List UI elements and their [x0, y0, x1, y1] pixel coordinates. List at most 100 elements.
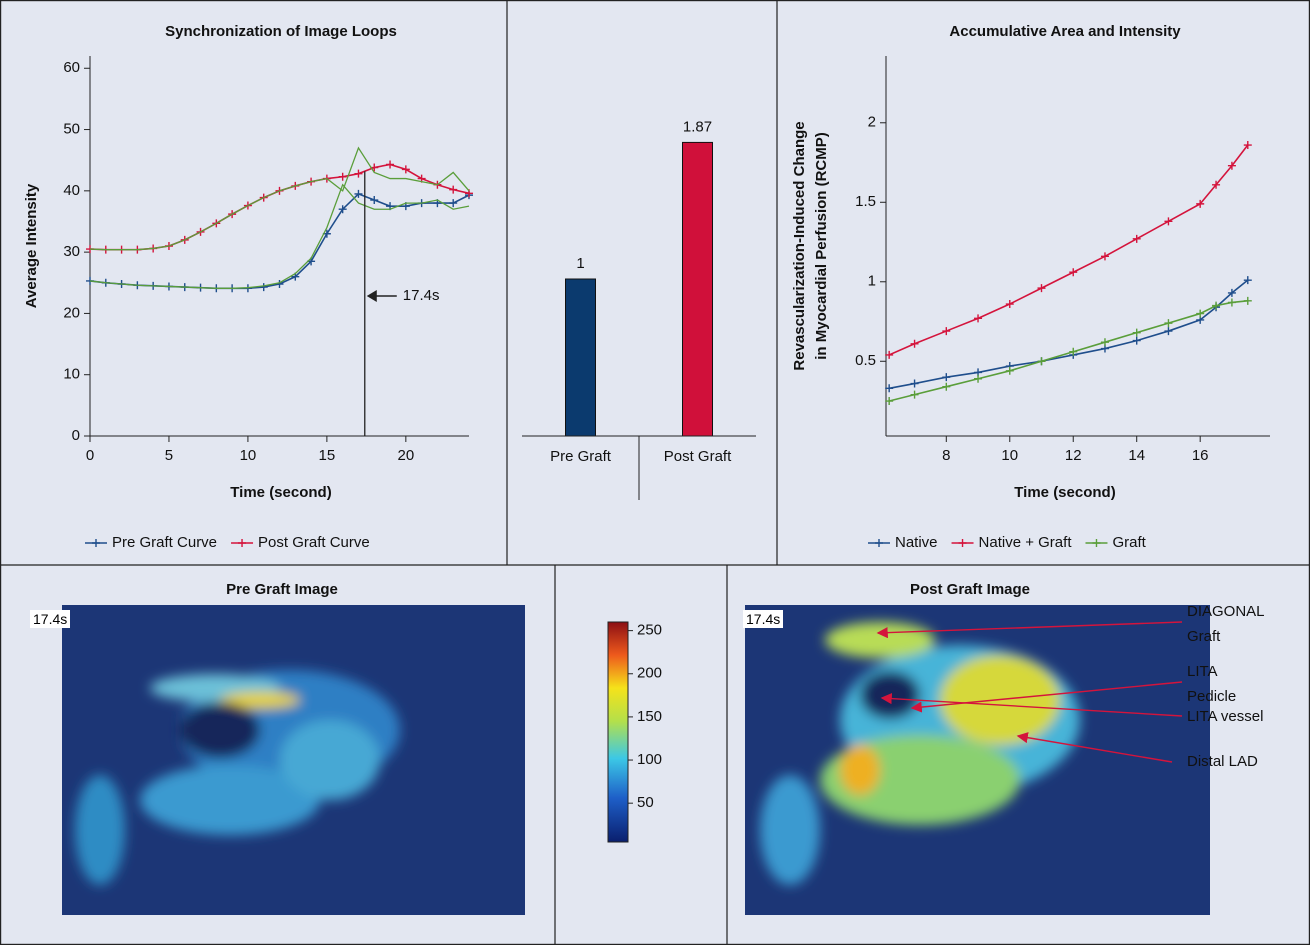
point-marker — [1212, 301, 1221, 310]
y-tick-label: 30 — [63, 243, 80, 260]
time-label: 17.4s — [743, 610, 784, 628]
point-marker — [370, 196, 379, 205]
x-axis-label: Time (second) — [230, 484, 331, 501]
legend-marker — [92, 539, 100, 547]
series-line — [889, 279, 1249, 390]
y-axis-label: Revascularization-Induced Change — [791, 121, 808, 370]
series-line — [89, 163, 470, 251]
colorbar-tick-label: 100 — [637, 751, 662, 768]
point-marker — [1196, 309, 1205, 318]
point-marker — [401, 165, 410, 174]
point-marker — [354, 189, 363, 198]
point-marker — [1005, 300, 1014, 309]
y-axis-label: Average Intensity — [23, 183, 40, 308]
y-tick-label: 40 — [63, 182, 80, 199]
y-tick-label: 20 — [63, 304, 80, 321]
point-marker — [942, 327, 951, 336]
point-marker — [974, 314, 983, 323]
point-marker — [885, 397, 894, 406]
point-marker — [885, 384, 894, 393]
point-marker — [910, 379, 919, 388]
point-marker — [1100, 338, 1109, 347]
point-marker — [275, 280, 284, 288]
x-tick-label: 14 — [1128, 447, 1145, 464]
point-marker — [338, 205, 347, 214]
colorbar-tick-label: 150 — [637, 708, 662, 725]
colorbar — [607, 621, 629, 843]
annotation-arrow — [876, 621, 1183, 639]
x-tick-label: 10 — [240, 447, 257, 464]
x-tick-label: 12 — [1065, 447, 1082, 464]
series-line — [89, 183, 470, 289]
point-marker — [1243, 276, 1252, 285]
legend-marker — [1092, 539, 1101, 547]
point-marker — [1132, 234, 1141, 243]
point-marker — [1037, 284, 1046, 293]
point-marker — [1196, 199, 1205, 208]
point-marker — [1132, 328, 1141, 337]
x-tick-label: 15 — [319, 447, 336, 464]
x-tick-label: 10 — [1001, 447, 1018, 464]
point-marker — [1164, 327, 1173, 336]
x-tick-label: 0 — [86, 447, 94, 464]
y-tick-label: 2 — [868, 114, 876, 131]
point-marker — [1243, 296, 1252, 305]
point-marker — [1100, 252, 1109, 261]
annotation-label: 17.4s — [403, 287, 440, 304]
bar — [682, 141, 713, 437]
point-marker — [1132, 336, 1141, 345]
legend-marker — [238, 539, 247, 547]
value-label: 1 — [576, 255, 584, 272]
annotation-arrow — [910, 681, 1183, 713]
point-marker — [259, 283, 268, 292]
point-marker — [1069, 268, 1078, 277]
image-annotation: LITA vessel — [1187, 708, 1264, 725]
colorbar-tick-label: 50 — [637, 794, 654, 811]
point-marker — [1005, 366, 1014, 375]
point-marker — [386, 160, 395, 169]
value-label: 1.87 — [683, 118, 712, 135]
point-marker — [1227, 298, 1236, 307]
annotation-arrowhead — [366, 290, 377, 302]
legend-label: Pre Graft Curve — [112, 534, 217, 551]
y-axis-label: in Myocardial Perfusion (RCMP) — [813, 132, 830, 360]
y-tick-label: 10 — [63, 366, 80, 383]
point-marker — [354, 169, 363, 178]
point-marker — [910, 339, 919, 348]
point-marker — [1243, 141, 1252, 150]
point-marker — [1069, 347, 1078, 356]
image-title: Post Graft Image — [910, 581, 1030, 598]
pre-image — [62, 605, 525, 915]
series-line — [888, 300, 1248, 402]
image-annotation: Distal LAD — [1187, 753, 1258, 770]
point-marker — [1164, 217, 1173, 226]
series-line — [89, 192, 470, 290]
x-axis-label: Time (second) — [1014, 484, 1115, 501]
point-marker — [1164, 319, 1173, 328]
point-marker — [1212, 180, 1221, 189]
x-tick-label: 8 — [942, 447, 950, 464]
point-marker — [885, 350, 894, 359]
x-tick-label: Pre Graft — [550, 448, 611, 465]
y-tick-label: 60 — [63, 59, 80, 76]
legend-marker — [875, 539, 883, 547]
y-tick-label: 0.5 — [855, 352, 876, 369]
point-marker — [1227, 288, 1236, 297]
chart-title: Accumulative Area and Intensity — [949, 23, 1181, 40]
series-line — [888, 144, 1249, 356]
point-marker — [449, 185, 458, 194]
image-annotation: DIAGONAL Graft — [1187, 603, 1264, 645]
legend-marker — [958, 539, 967, 547]
y-tick-label: 0 — [72, 427, 80, 444]
legend-label: Native — [895, 534, 938, 551]
legend-label: Native + Graft — [979, 534, 1073, 551]
x-tick-label: 16 — [1192, 447, 1209, 464]
point-marker — [1037, 357, 1046, 366]
chart-title: Synchronization of Image Loops — [165, 23, 397, 40]
annotation-arrow — [1016, 732, 1173, 763]
x-tick-label: 20 — [397, 447, 414, 464]
point-marker — [338, 172, 347, 181]
